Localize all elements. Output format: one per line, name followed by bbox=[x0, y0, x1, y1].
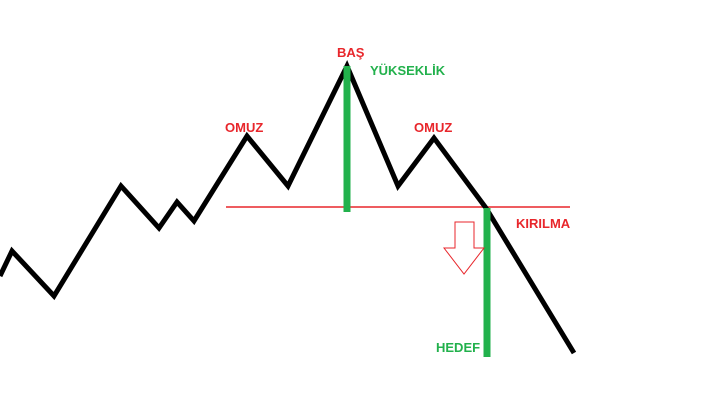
head-label: BAŞ bbox=[337, 45, 365, 60]
left-shoulder-label: OMUZ bbox=[225, 120, 263, 135]
down-arrow-icon bbox=[442, 221, 486, 275]
price-line bbox=[0, 59, 577, 355]
right-shoulder-label: OMUZ bbox=[414, 120, 452, 135]
height-label: YÜKSEKLİK bbox=[370, 63, 446, 78]
target-label: HEDEF bbox=[436, 340, 480, 355]
breakout-label: KIRILMA bbox=[516, 216, 571, 231]
